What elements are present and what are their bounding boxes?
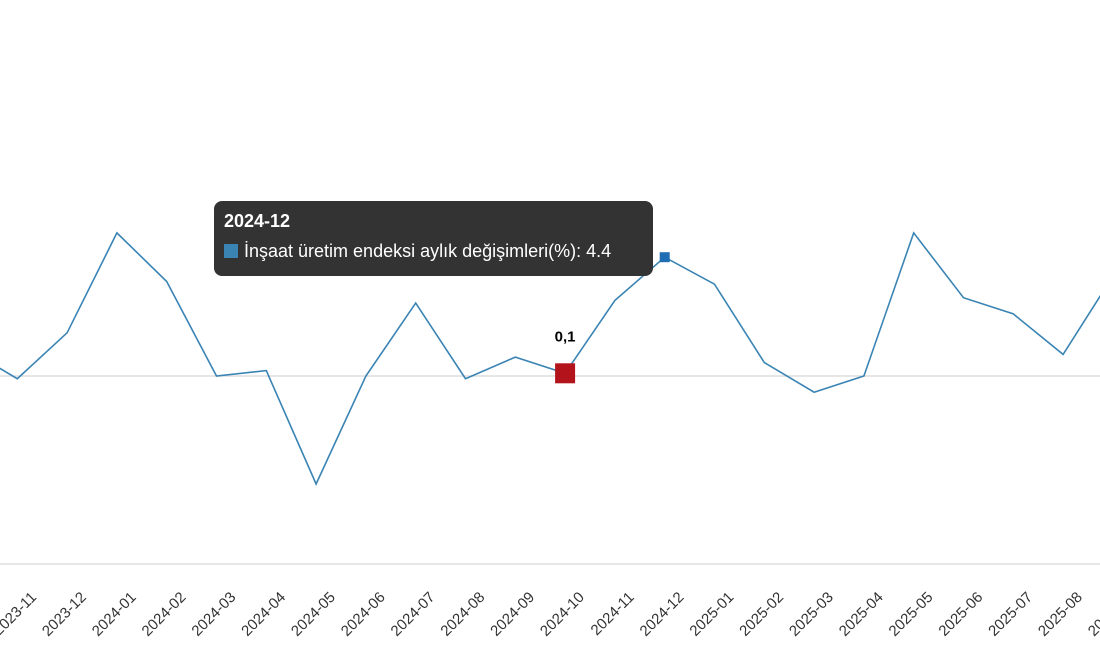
chart-tooltip: 2024-12 İnşaat üretim endeksi aylık deği… xyxy=(214,201,653,276)
x-tick-label: 2024-08 xyxy=(437,589,488,640)
x-tick-label: 2024-06 xyxy=(338,589,389,640)
series-line xyxy=(0,231,1100,486)
tooltip-series-swatch xyxy=(224,244,238,258)
x-tick-label: 2025-04 xyxy=(836,589,887,640)
x-tick-label: 2024-11 xyxy=(588,589,638,639)
x-tick-label: 2025-08 xyxy=(1035,589,1086,640)
x-tick-label: 2025-01 xyxy=(686,589,737,640)
x-tick-label: 2024-03 xyxy=(188,589,239,640)
tooltip-value: 4.4 xyxy=(586,241,612,261)
x-tick-label: 2024-02 xyxy=(139,589,190,640)
x-tick-label: 2024-04 xyxy=(238,589,289,640)
tooltip-separator: : xyxy=(576,241,587,261)
x-tick-label: 2025-09 xyxy=(1085,589,1100,640)
x-tick-label: 2024-01 xyxy=(89,589,140,640)
tooltip-row: İnşaat üretim endeksi aylık değişimleri(… xyxy=(224,240,643,262)
x-tick-label: 2025-05 xyxy=(886,589,937,640)
x-tick-label: 2025-07 xyxy=(985,589,1036,640)
x-axis-ticks: 2023-102023-112023-122024-012024-022024-… xyxy=(0,589,1100,640)
x-tick-label: 2025-02 xyxy=(736,589,787,640)
hover-point-marker[interactable] xyxy=(659,252,670,263)
x-tick-label: 2024-07 xyxy=(388,589,439,640)
tooltip-series-label: İnşaat üretim endeksi aylık değişimleri(… xyxy=(244,241,577,261)
x-tick-label: 2024-12 xyxy=(637,589,688,640)
chart-marks: 0,1 xyxy=(555,252,670,384)
x-tick-label: 2024-05 xyxy=(288,589,339,640)
x-tick-label: 2023-11 xyxy=(0,589,40,639)
x-tick-label: 2023-12 xyxy=(39,589,90,640)
tooltip-title: 2024-12 xyxy=(224,211,291,231)
x-tick-label: 2024-10 xyxy=(537,589,588,640)
highlight-point-label: 0,1 xyxy=(555,328,576,345)
x-tick-label: 2025-06 xyxy=(935,589,986,640)
x-tick-label: 2024-09 xyxy=(487,589,538,640)
x-tick-label: 2025-03 xyxy=(786,589,837,640)
highlight-point-marker[interactable] xyxy=(555,363,576,384)
